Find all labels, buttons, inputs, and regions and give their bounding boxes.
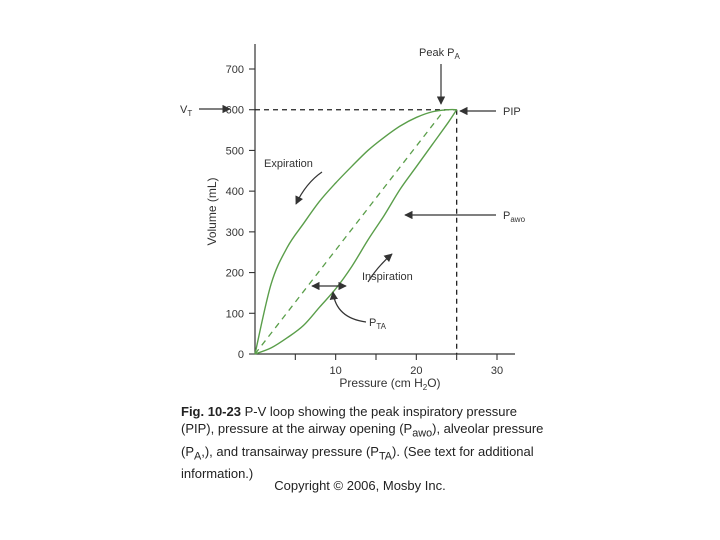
figure-number: Fig. 10-23 xyxy=(181,404,241,419)
expiration-arrow xyxy=(295,171,323,205)
pawo-label: Pawo xyxy=(503,210,526,224)
axes: 0 100 200 300 400 500 600 700 10 20 30 xyxy=(226,44,515,377)
y-tick-label: 600 xyxy=(226,105,244,117)
pta-pointer xyxy=(329,291,367,323)
y-tick-label: 100 xyxy=(226,308,244,320)
inspiration-label: Inspiration xyxy=(362,271,413,283)
pv-loop-chart: 0 100 200 300 400 500 600 700 10 20 30 Volume (mL… xyxy=(180,44,526,392)
x-axis-label: Pressure (cm H2O) xyxy=(339,376,440,392)
expiration-label: Expiration xyxy=(264,158,313,170)
expiration-limb-curve xyxy=(254,108,457,355)
pv-curves xyxy=(254,108,458,355)
peak-pa-label: Peak PA xyxy=(419,47,460,61)
x-tick-label: 20 xyxy=(410,365,422,377)
annotations: Peak PA VT PIP Pawo Expiration Inspirati… xyxy=(180,47,526,331)
y-tick-label: 300 xyxy=(226,227,244,239)
x-ticks: 10 20 30 xyxy=(294,354,503,377)
y-tick-label: 0 xyxy=(238,349,244,361)
y-tick-label: 200 xyxy=(226,268,244,280)
vt-label: VT xyxy=(180,104,192,118)
reference-lines xyxy=(255,109,458,354)
inspiration-limb-curve xyxy=(254,109,458,355)
pta-label: PTA xyxy=(369,317,387,331)
y-tick-label: 400 xyxy=(226,186,244,198)
figure-caption: Fig. 10-23 P-V loop showing the peak ins… xyxy=(181,404,544,482)
y-ticks: 0 100 200 300 400 500 600 700 xyxy=(226,64,255,361)
inspiration-arrow xyxy=(367,253,393,283)
y-axis-label: Volume (mL) xyxy=(205,177,219,245)
x-tick-label: 30 xyxy=(491,365,503,377)
y-tick-label: 700 xyxy=(226,64,244,76)
copyright-notice: Copyright © 2006, Mosby Inc. xyxy=(274,478,446,493)
x-tick-label: 10 xyxy=(330,365,342,377)
y-tick-label: 500 xyxy=(226,145,244,157)
pip-label: PIP xyxy=(503,106,521,118)
dashed-diagonal-line xyxy=(254,109,446,355)
